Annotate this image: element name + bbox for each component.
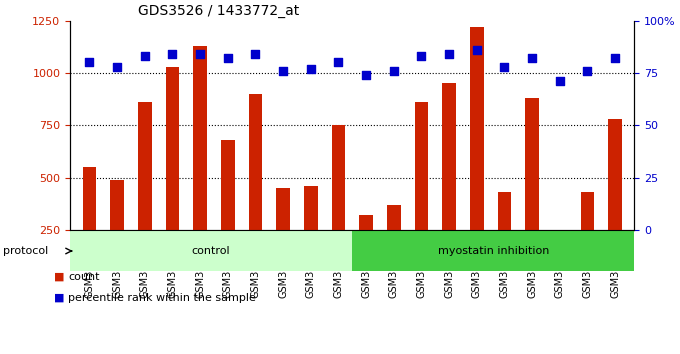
Point bbox=[277, 68, 288, 74]
Text: ■: ■ bbox=[54, 272, 65, 282]
Bar bbox=[82, 167, 97, 230]
Bar bbox=[276, 188, 290, 230]
Point bbox=[471, 47, 482, 53]
FancyBboxPatch shape bbox=[70, 231, 352, 271]
FancyBboxPatch shape bbox=[352, 231, 634, 271]
Point bbox=[333, 59, 344, 65]
Point bbox=[554, 79, 565, 84]
Bar bbox=[415, 102, 428, 230]
Point bbox=[527, 56, 538, 61]
Point bbox=[305, 66, 316, 72]
Point bbox=[582, 68, 593, 74]
Point bbox=[84, 59, 95, 65]
Text: myostatin inhibition: myostatin inhibition bbox=[438, 246, 549, 256]
Point bbox=[443, 51, 454, 57]
Bar bbox=[553, 230, 566, 234]
Point bbox=[194, 51, 205, 57]
Bar bbox=[221, 140, 235, 230]
Bar bbox=[332, 125, 345, 230]
Text: percentile rank within the sample: percentile rank within the sample bbox=[68, 293, 256, 303]
Bar bbox=[470, 27, 483, 230]
Bar bbox=[387, 205, 401, 230]
Bar bbox=[138, 102, 152, 230]
Text: control: control bbox=[192, 246, 231, 256]
Bar bbox=[248, 94, 262, 230]
Bar bbox=[110, 180, 124, 230]
Point bbox=[222, 56, 233, 61]
Bar bbox=[498, 192, 511, 230]
Point bbox=[360, 72, 371, 78]
Point bbox=[610, 56, 621, 61]
Bar bbox=[304, 186, 318, 230]
Text: protocol: protocol bbox=[3, 246, 48, 256]
Point bbox=[250, 51, 261, 57]
Point bbox=[416, 53, 427, 59]
Point bbox=[388, 68, 399, 74]
Text: count: count bbox=[68, 272, 99, 282]
Bar bbox=[525, 98, 539, 230]
Bar bbox=[581, 192, 594, 230]
Text: ■: ■ bbox=[54, 293, 65, 303]
Bar bbox=[608, 119, 622, 230]
Point bbox=[167, 51, 178, 57]
Point bbox=[112, 64, 122, 69]
Point bbox=[499, 64, 510, 69]
Point bbox=[139, 53, 150, 59]
Bar bbox=[359, 215, 373, 230]
Bar bbox=[193, 46, 207, 230]
Text: GDS3526 / 1433772_at: GDS3526 / 1433772_at bbox=[138, 4, 299, 18]
Bar bbox=[165, 67, 180, 230]
Bar bbox=[442, 84, 456, 230]
